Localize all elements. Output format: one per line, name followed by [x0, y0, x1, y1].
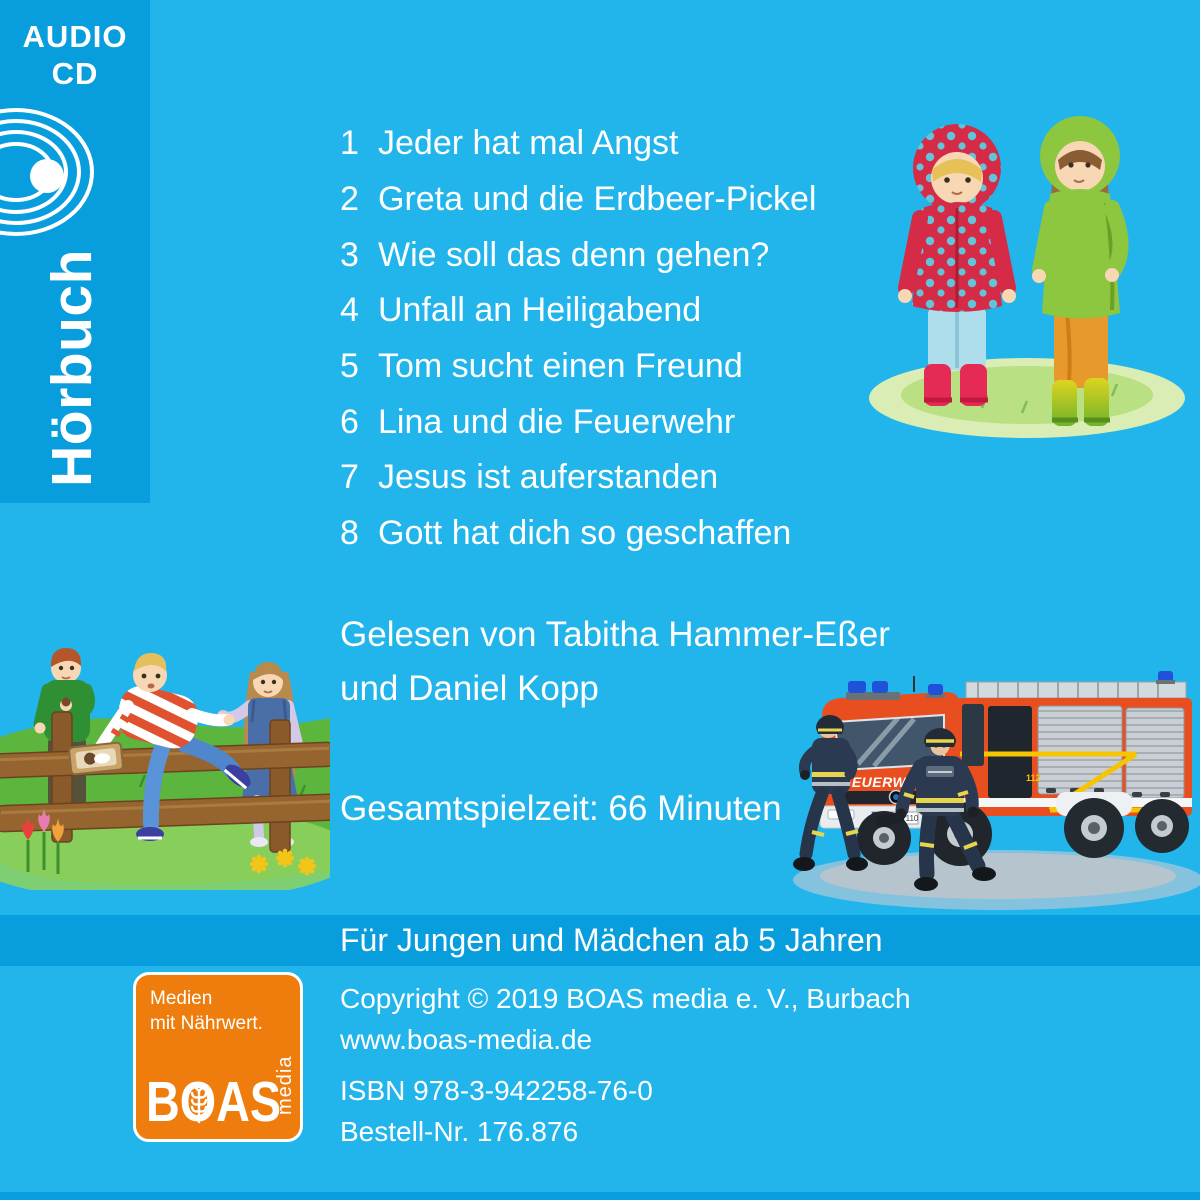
track-title: Tom sucht einen Freund [378, 347, 743, 386]
narrator-credits: Gelesen von Tabitha Hammer-Eßer und Dani… [340, 608, 890, 716]
track-item: 3 Wie soll das denn gehen? [340, 227, 816, 283]
track-list: 1 Jeder hat mal Angst 2 Greta und die Erdb… [340, 116, 816, 562]
tulips [22, 808, 64, 874]
format-line-audio: AUDIO [22, 19, 128, 54]
track-number: 3 [340, 235, 359, 274]
illustration-kids-fence [0, 648, 330, 890]
wheat-icon [190, 1087, 208, 1124]
bottom-edge-strip [0, 1192, 1200, 1200]
girl-red-coat [898, 124, 1016, 406]
track-number: 8 [340, 514, 359, 553]
total-runtime: Gesamtspielzeit: 66 Minuten [340, 789, 782, 828]
track-title: Jesus ist auferstanden [378, 458, 719, 497]
narrator-line-1: Gelesen von Tabitha Hammer-Eßer [340, 615, 890, 654]
track-title: Gott hat dich so geschaffen [378, 514, 792, 553]
track-item: 2 Greta und die Erdbeer-Pickel [340, 172, 816, 228]
narrator-line-2: und Daniel Kopp [340, 669, 599, 708]
track-number: 2 [340, 180, 359, 219]
track-item: 7 Jesus ist auferstanden [340, 450, 816, 506]
track-title: Wie soll das denn gehen? [378, 235, 770, 274]
firefighter-center [875, 728, 996, 891]
illustration-two-girls [869, 116, 1185, 438]
format-line-cd: CD [51, 56, 99, 91]
track-title: Unfall an Heiligabend [378, 291, 702, 330]
track-item: 5 Tom sucht einen Freund [340, 339, 816, 395]
boy-striped-sweater [68, 652, 251, 841]
order-number-line: Bestell-Nr. 176.876 [340, 1116, 579, 1147]
emergency-number-112: 112 [1026, 773, 1041, 783]
yellow-flowers [249, 848, 317, 876]
track-number: 5 [340, 347, 359, 386]
track-item: 6 Lina und die Feuerwehr [340, 394, 816, 450]
cd-disc-icon [0, 108, 94, 236]
track-number: 6 [340, 402, 359, 441]
track-item: 1 Jeder hat mal Angst [340, 116, 816, 172]
boas-wordmark: BOAS [146, 1070, 282, 1134]
copyright-line: Copyright © 2019 BOAS media e. V., Burba… [340, 983, 911, 1014]
girl-green-jacket [1032, 116, 1129, 426]
isbn-block: ISBN 978-3-942258-76-0 Bestell-Nr. 176.8… [340, 1070, 653, 1152]
website-line: www.boas-media.de [340, 1024, 593, 1055]
audience-bar: Für Jungen und Mädchen ab 5 Jahren [0, 915, 1200, 966]
track-number: 1 [340, 124, 359, 163]
track-title: Lina und die Feuerwehr [378, 402, 736, 441]
cardboard-box [68, 741, 124, 776]
track-item: 4 Unfall an Heiligabend [340, 283, 816, 339]
boas-tagline: Medien mit Nährwert. [150, 986, 263, 1036]
audience-text: Für Jungen und Mädchen ab 5 Jahren [340, 922, 883, 958]
isbn-line: ISBN 978-3-942258-76-0 [340, 1075, 653, 1106]
copyright-block: Copyright © 2019 BOAS media e. V., Burba… [340, 978, 911, 1060]
track-item: 8 Gott hat dich so geschaffen [340, 506, 816, 562]
track-title: Greta und die Erdbeer-Pickel [378, 180, 817, 219]
illustration-fire-truck: 112 FEUERWEHR GL-FW 110 [793, 671, 1200, 910]
tagline-line-1: Medien [150, 988, 213, 1009]
boas-logo: Medien mit Nährwert. media BOAS [133, 972, 303, 1142]
firefighter-left [793, 715, 868, 871]
format-label: AUDIO CD [0, 18, 150, 92]
track-number: 4 [340, 291, 359, 330]
track-title: Jeder hat mal Angst [378, 124, 679, 163]
fire-engine: 112 FEUERWEHR GL-FW 110 [819, 671, 1192, 866]
tagline-line-2: mit Nährwert. [150, 1013, 263, 1034]
track-number: 7 [340, 458, 359, 497]
hoerbuch-label: Hörbuch [40, 249, 104, 487]
audio-cd-banner: AUDIO CD Hörbuch [0, 0, 150, 503]
